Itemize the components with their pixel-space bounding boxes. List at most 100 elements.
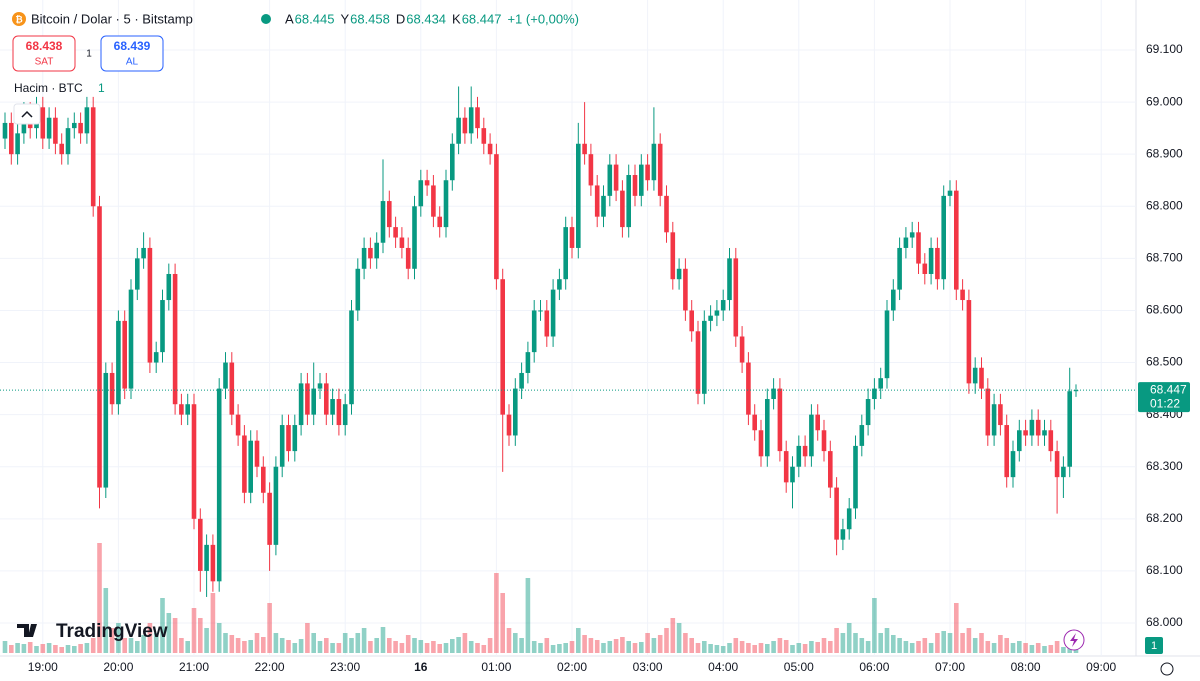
candle-body xyxy=(872,388,877,400)
y-tick-label: 69.100 xyxy=(1146,42,1183,56)
volume-bar xyxy=(714,645,720,653)
ohlc-value: 68.458 xyxy=(350,11,390,26)
candle-body xyxy=(191,404,197,519)
candle-body xyxy=(1017,430,1022,452)
volume-bar xyxy=(519,638,524,653)
x-tick-label: 19:00 xyxy=(28,660,58,674)
countdown: 01:22 xyxy=(1150,396,1180,410)
candle-body xyxy=(324,383,329,415)
candle-body xyxy=(859,425,865,446)
candle-body xyxy=(135,258,140,290)
candle-body xyxy=(286,425,291,452)
settings-icon[interactable] xyxy=(1160,662,1174,676)
collapse-icon xyxy=(21,110,33,118)
volume-bar xyxy=(935,633,940,653)
volume-bar xyxy=(594,640,600,653)
y-tick-label: 68.700 xyxy=(1146,251,1183,265)
candle-body xyxy=(1004,425,1009,478)
candle-body xyxy=(355,268,361,311)
volume-bar xyxy=(1035,643,1041,653)
candle-body xyxy=(494,154,499,280)
volume-bar xyxy=(141,635,146,653)
candle-body xyxy=(960,289,965,301)
volume-bar xyxy=(405,635,411,653)
ohlc-change: +1 (+0,00%) xyxy=(507,11,579,26)
candle-body xyxy=(752,414,757,431)
candle-body xyxy=(65,128,71,155)
volume-bar xyxy=(494,573,499,653)
volume-bar xyxy=(179,638,184,653)
y-tick-label: 68.800 xyxy=(1146,198,1183,212)
candle-body xyxy=(733,258,739,337)
candle-body xyxy=(664,195,669,233)
candle-body xyxy=(261,466,266,493)
volume-bar xyxy=(954,603,959,653)
candle-body xyxy=(909,232,915,238)
candle-body xyxy=(935,247,940,280)
candle-body xyxy=(802,445,808,457)
volume-bar xyxy=(613,639,619,653)
buy-button[interactable] xyxy=(100,35,164,72)
volume-bar xyxy=(128,638,134,653)
candle-body xyxy=(815,414,820,431)
volume-bar xyxy=(330,643,335,653)
volume-bar xyxy=(1010,643,1016,653)
volume-bar xyxy=(456,637,461,653)
volume-bar xyxy=(846,623,852,653)
candle-body xyxy=(928,247,934,274)
volume-bar xyxy=(210,593,216,653)
volume-bar xyxy=(683,633,688,653)
candle-body xyxy=(242,435,247,493)
volume-bar xyxy=(506,628,512,653)
candle-body xyxy=(966,300,972,384)
candle-body xyxy=(582,143,587,155)
x-tick-label: 23:00 xyxy=(330,660,360,674)
candle-body xyxy=(645,164,650,181)
volume-bar xyxy=(557,644,562,653)
candle-body xyxy=(991,404,997,436)
volume-bar xyxy=(481,645,487,653)
volume-bar xyxy=(1042,646,1047,653)
candle-body xyxy=(828,451,833,488)
buy-label: AL xyxy=(126,57,139,68)
volume-bar xyxy=(248,640,253,653)
collapse-button[interactable] xyxy=(13,103,41,125)
volume-bar xyxy=(298,639,304,653)
volume-bar xyxy=(368,641,373,653)
volume-bar xyxy=(676,623,682,653)
volume-bar xyxy=(897,638,902,653)
x-tick-label: 07:00 xyxy=(935,660,965,674)
x-tick-label: 01:00 xyxy=(481,660,511,674)
volume-legend: Hacim · BTC xyxy=(14,81,83,95)
sell-button[interactable] xyxy=(12,35,76,72)
candle-body xyxy=(437,216,442,228)
candle-body xyxy=(418,180,424,207)
sell-price: 68.438 xyxy=(26,39,63,53)
candle-body xyxy=(626,175,631,228)
candle-body xyxy=(424,180,430,186)
volume-bar xyxy=(191,608,197,653)
candle-body xyxy=(714,310,720,316)
candle-body xyxy=(229,362,235,415)
volume-bar xyxy=(884,628,890,653)
volume-bar xyxy=(620,637,625,653)
candle-body xyxy=(1048,430,1054,452)
candle-body xyxy=(765,399,770,457)
candle-body xyxy=(771,388,776,400)
volume-bar xyxy=(752,645,757,653)
candle-body xyxy=(519,372,524,389)
volume-bar xyxy=(122,638,127,653)
watermark: TradingView xyxy=(56,621,168,642)
volume-bar xyxy=(657,635,663,653)
volume-bar xyxy=(664,628,669,653)
volume-bar xyxy=(305,623,310,653)
candle-body xyxy=(223,362,228,389)
volume-bar xyxy=(626,641,631,653)
candle-body xyxy=(620,190,625,228)
volume-bar xyxy=(790,645,795,653)
y-tick-label: 68.300 xyxy=(1146,459,1183,473)
candle-body xyxy=(821,430,827,452)
volume-bar xyxy=(702,641,707,653)
candle-body xyxy=(846,508,852,530)
candle-body xyxy=(1061,466,1066,478)
